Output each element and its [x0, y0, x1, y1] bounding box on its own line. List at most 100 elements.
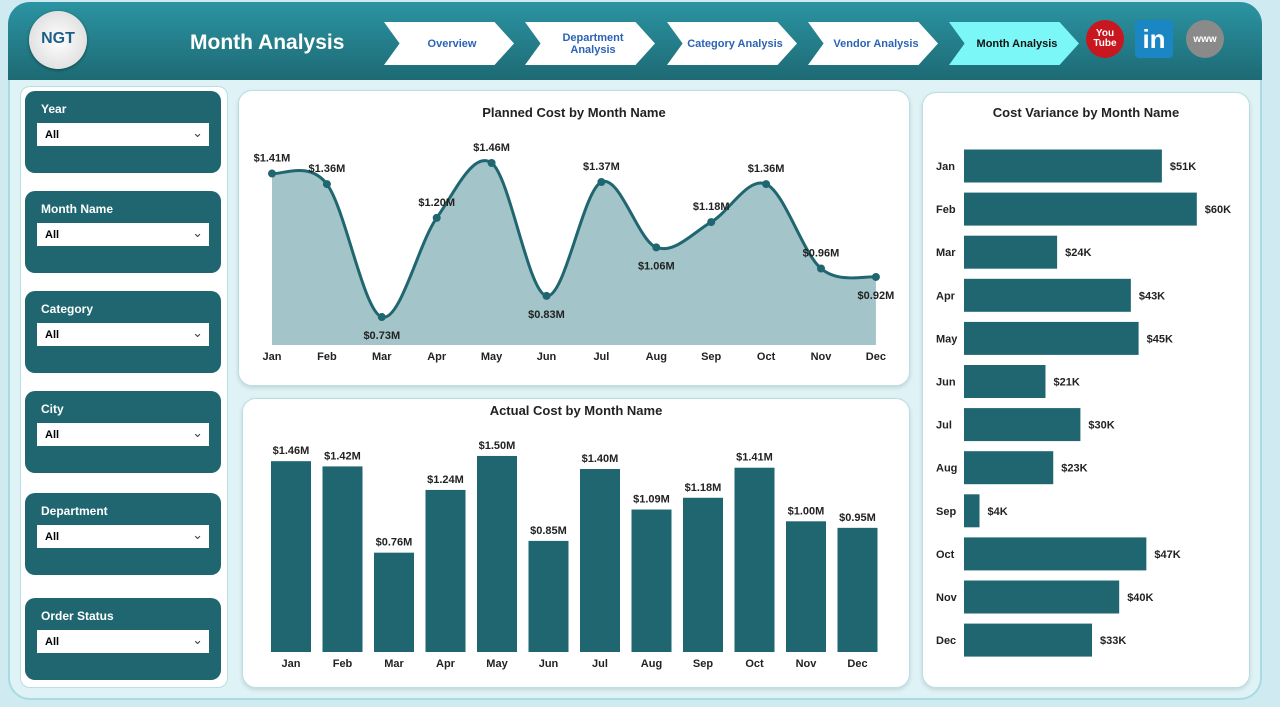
- filter-value: All: [45, 636, 60, 648]
- nav-month-analysis[interactable]: Month Analysis: [949, 22, 1079, 65]
- nav-category-analysis[interactable]: Category Analysis: [667, 22, 797, 65]
- y-tick-label: Sep: [936, 506, 956, 518]
- bar[interactable]: [322, 466, 363, 652]
- bar[interactable]: [964, 623, 1093, 657]
- data-point[interactable]: [542, 291, 551, 300]
- x-tick-label: May: [481, 351, 503, 363]
- data-label: $0.92M: [858, 290, 895, 302]
- linkedin-icon[interactable]: in: [1135, 20, 1173, 58]
- data-label: $33K: [1100, 635, 1126, 647]
- bar[interactable]: [786, 521, 826, 652]
- data-point[interactable]: [762, 180, 771, 189]
- bar[interactable]: [964, 408, 1081, 442]
- filter-dropdown[interactable]: All ⌄: [37, 525, 209, 548]
- globe-icon[interactable]: www: [1186, 20, 1224, 58]
- filter-dropdown[interactable]: All ⌄: [37, 630, 209, 653]
- bar[interactable]: [964, 278, 1131, 312]
- chevron-down-icon: ⌄: [192, 325, 203, 340]
- filter-order-status: Order Status All ⌄: [25, 598, 221, 680]
- data-label: $60K: [1205, 204, 1231, 216]
- data-label: $0.76M: [376, 537, 413, 549]
- x-tick-label: Feb: [317, 351, 337, 363]
- x-tick-label: May: [486, 658, 508, 670]
- y-tick-label: Feb: [936, 204, 956, 216]
- x-tick-label: Jul: [593, 351, 609, 363]
- data-point[interactable]: [268, 169, 276, 178]
- x-tick-label: Nov: [811, 351, 833, 363]
- nav-overview[interactable]: Overview: [384, 22, 514, 65]
- youtube-icon[interactable]: You Tube: [1086, 20, 1124, 58]
- data-point[interactable]: [322, 180, 331, 189]
- bar[interactable]: [425, 489, 466, 652]
- nav-department-analysis[interactable]: Department Analysis: [525, 22, 655, 65]
- chevron-down-icon: ⌄: [192, 527, 203, 542]
- bar[interactable]: [964, 451, 1054, 485]
- page-title: Month Analysis: [190, 31, 345, 54]
- data-label: $0.83M: [528, 309, 565, 321]
- filter-dropdown[interactable]: All ⌄: [37, 123, 209, 146]
- bar[interactable]: [964, 192, 1197, 226]
- bar[interactable]: [964, 365, 1046, 398]
- data-label: $4K: [988, 506, 1008, 518]
- y-tick-label: Jun: [936, 377, 956, 389]
- y-tick-label: Oct: [936, 549, 955, 561]
- bar[interactable]: [964, 235, 1058, 269]
- filter-label: Department: [41, 504, 108, 518]
- filter-label: Month Name: [41, 202, 113, 216]
- data-point[interactable]: [432, 213, 441, 222]
- data-point[interactable]: [597, 177, 606, 186]
- data-label: $47K: [1154, 549, 1180, 561]
- data-point[interactable]: [652, 243, 661, 252]
- bar[interactable]: [580, 469, 620, 652]
- bar[interactable]: [477, 455, 517, 652]
- chevron-down-icon: ⌄: [192, 632, 203, 647]
- bar[interactable]: [964, 321, 1139, 355]
- x-tick-label: Oct: [757, 351, 776, 363]
- x-tick-label: Jun: [537, 351, 557, 363]
- data-point[interactable]: [487, 159, 496, 167]
- filter-dropdown[interactable]: All ⌄: [37, 223, 209, 246]
- data-label: $1.40M: [582, 453, 619, 465]
- bar[interactable]: [271, 461, 311, 652]
- data-label: $0.96M: [803, 248, 840, 260]
- y-tick-label: Apr: [936, 290, 956, 302]
- bar[interactable]: [374, 552, 414, 652]
- nav-vendor-analysis[interactable]: Vendor Analysis: [808, 22, 938, 65]
- data-label: $1.41M: [254, 153, 291, 165]
- data-point[interactable]: [871, 272, 880, 281]
- filter-dropdown[interactable]: All ⌄: [37, 323, 209, 346]
- bar[interactable]: [964, 580, 1120, 614]
- filter-value: All: [45, 229, 60, 241]
- bar[interactable]: [964, 149, 1162, 183]
- data-point[interactable]: [707, 218, 716, 227]
- bar[interactable]: [683, 497, 723, 652]
- data-label: $45K: [1147, 333, 1173, 345]
- data-label: $24K: [1065, 247, 1091, 259]
- y-tick-label: Jul: [936, 420, 952, 432]
- chart-title: Actual Cost by Month Name: [489, 403, 663, 418]
- data-label: $1.24M: [427, 474, 464, 486]
- bar[interactable]: [631, 509, 672, 652]
- bar[interactable]: [964, 537, 1147, 571]
- data-point[interactable]: [377, 313, 386, 322]
- filter-value: All: [45, 129, 60, 141]
- chevron-down-icon: ⌄: [192, 425, 203, 440]
- x-tick-label: Sep: [701, 351, 721, 363]
- y-tick-label: May: [936, 333, 958, 345]
- x-tick-label: Aug: [641, 658, 662, 670]
- data-label: $1.46M: [473, 142, 510, 154]
- bar[interactable]: [528, 540, 569, 652]
- bar[interactable]: [964, 494, 980, 528]
- chart-title: Planned Cost by Month Name: [482, 105, 666, 120]
- bar[interactable]: [734, 467, 775, 652]
- data-label: $1.41M: [736, 452, 773, 464]
- filter-label: Order Status: [41, 609, 114, 623]
- data-point[interactable]: [817, 264, 825, 273]
- x-tick-label: Apr: [436, 658, 456, 670]
- data-label: $0.85M: [530, 525, 567, 537]
- filter-value: All: [45, 329, 60, 341]
- filter-dropdown[interactable]: All ⌄: [37, 423, 209, 446]
- data-label: $21K: [1053, 377, 1079, 389]
- bar[interactable]: [837, 527, 878, 652]
